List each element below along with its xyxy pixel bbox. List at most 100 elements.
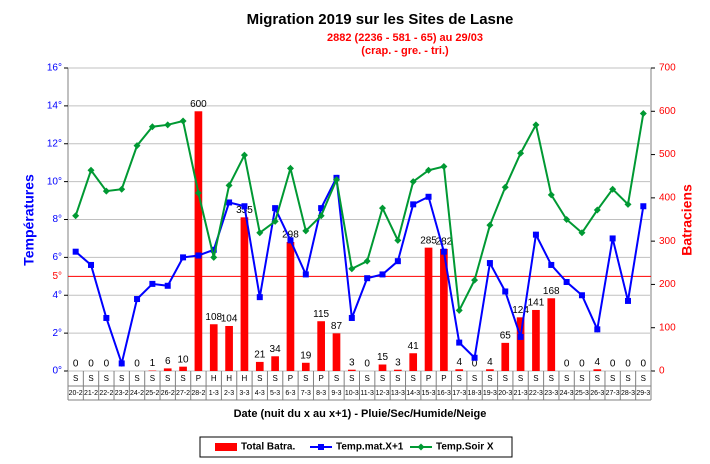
weather-label: S (165, 374, 170, 383)
marker (332, 176, 340, 184)
x-tick-label: 9-3 (331, 390, 341, 397)
data-label: 141 (528, 298, 545, 309)
marker (271, 217, 279, 225)
marker (87, 166, 95, 174)
marker (394, 236, 402, 244)
bar (286, 242, 295, 371)
bar (301, 362, 310, 371)
weather-label: H (226, 374, 232, 383)
data-label: 0 (564, 359, 570, 370)
marker (501, 183, 509, 191)
weather-label: S (411, 374, 416, 383)
x-tick-label: 23-2 (115, 390, 129, 397)
legend-label: Total Batra. (241, 442, 295, 453)
x-tick-label: 26-2 (161, 390, 175, 397)
data-label: 0 (625, 359, 631, 370)
marker (195, 252, 202, 259)
x-tick-label: 14-3 (406, 390, 420, 397)
weather-label: S (487, 374, 492, 383)
weather-label: P (196, 374, 201, 383)
data-label: 0 (73, 359, 79, 370)
x-tick-label: 24-3 (560, 390, 574, 397)
weather-label: S (472, 374, 477, 383)
marker (164, 121, 172, 129)
bar (378, 364, 387, 371)
data-label: 10 (178, 354, 190, 365)
weather-label: S (349, 374, 354, 383)
marker (133, 142, 141, 150)
weather-label: S (503, 374, 508, 383)
legend-label: Temp.mat.X+1 (336, 442, 404, 453)
data-label: 3 (349, 357, 355, 368)
marker (409, 178, 417, 186)
marker (486, 221, 494, 229)
marker (317, 212, 325, 220)
marker (134, 296, 141, 303)
bar (516, 317, 525, 371)
data-label: 115 (313, 309, 329, 320)
bar (347, 369, 356, 371)
bar (240, 217, 249, 371)
marker (240, 151, 248, 159)
x-tick-label: 19-3 (483, 390, 497, 397)
x-tick-label: 22-3 (529, 390, 543, 397)
marker (440, 162, 448, 170)
data-label: 21 (254, 350, 266, 361)
y2-tick-label: 700 (659, 63, 676, 74)
marker (348, 314, 355, 321)
data-label: 298 (282, 230, 299, 241)
bar (455, 369, 464, 371)
bar (255, 361, 264, 371)
x-axis-title: Date (nuit du x au x+1) - Pluie/Sec/Humi… (234, 408, 487, 420)
weather-label: S (272, 374, 277, 383)
marker (118, 185, 126, 193)
x-tick-label: 20-2 (69, 390, 83, 397)
marker (226, 199, 233, 206)
marker (440, 248, 447, 255)
x-tick-label: 26-3 (590, 390, 604, 397)
x-tick-label: 3-3 (239, 390, 249, 397)
bar (163, 368, 172, 371)
marker (563, 216, 571, 223)
marker (318, 205, 325, 212)
weather-label: S (457, 374, 462, 383)
marker (363, 257, 371, 265)
weather-label: S (549, 374, 554, 383)
data-label: 41 (408, 341, 420, 352)
marker (286, 164, 294, 172)
y-tick-label: 0° (52, 366, 62, 377)
y-axis-title: Températures (21, 174, 37, 266)
data-label: 0 (134, 359, 140, 370)
data-label: 285 (420, 235, 437, 246)
weather-label: S (564, 374, 569, 383)
x-tick-label: 8-3 (316, 390, 326, 397)
data-label: 282 (436, 237, 453, 248)
x-tick-label: 18-3 (468, 390, 482, 397)
data-label: 108 (205, 312, 222, 323)
marker (624, 297, 631, 304)
y2-tick-label: 100 (659, 322, 676, 333)
data-label: 124 (512, 305, 529, 316)
data-label: 0 (610, 359, 616, 370)
bar (593, 369, 602, 371)
x-tick-label: 29-3 (636, 390, 650, 397)
data-label: 104 (221, 314, 238, 325)
marker (456, 339, 463, 346)
data-label: 0 (472, 359, 478, 370)
marker (532, 121, 540, 129)
weather-label: S (641, 374, 646, 383)
bar (501, 342, 510, 371)
y-tick-label: 2° (52, 328, 62, 339)
marker (241, 203, 248, 210)
marker (425, 166, 433, 174)
weather-label: S (364, 374, 369, 383)
legend-box (199, 436, 513, 458)
data-label: 4 (456, 357, 462, 368)
marker (179, 117, 187, 125)
marker (225, 181, 233, 189)
weather-label: P (318, 374, 323, 383)
y2-tick-label: 0 (659, 366, 665, 377)
weather-label: S (579, 374, 584, 383)
weather-label: S (119, 374, 124, 383)
